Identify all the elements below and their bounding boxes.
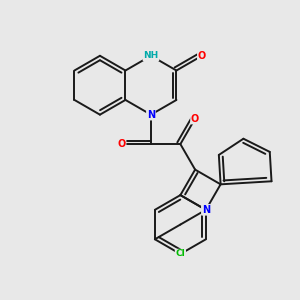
Text: N: N — [147, 110, 155, 120]
Text: O: O — [191, 114, 199, 124]
Text: O: O — [198, 51, 206, 61]
Text: N: N — [202, 205, 210, 215]
Text: O: O — [117, 139, 126, 149]
Text: NH: NH — [143, 51, 159, 60]
Text: Cl: Cl — [176, 250, 185, 259]
